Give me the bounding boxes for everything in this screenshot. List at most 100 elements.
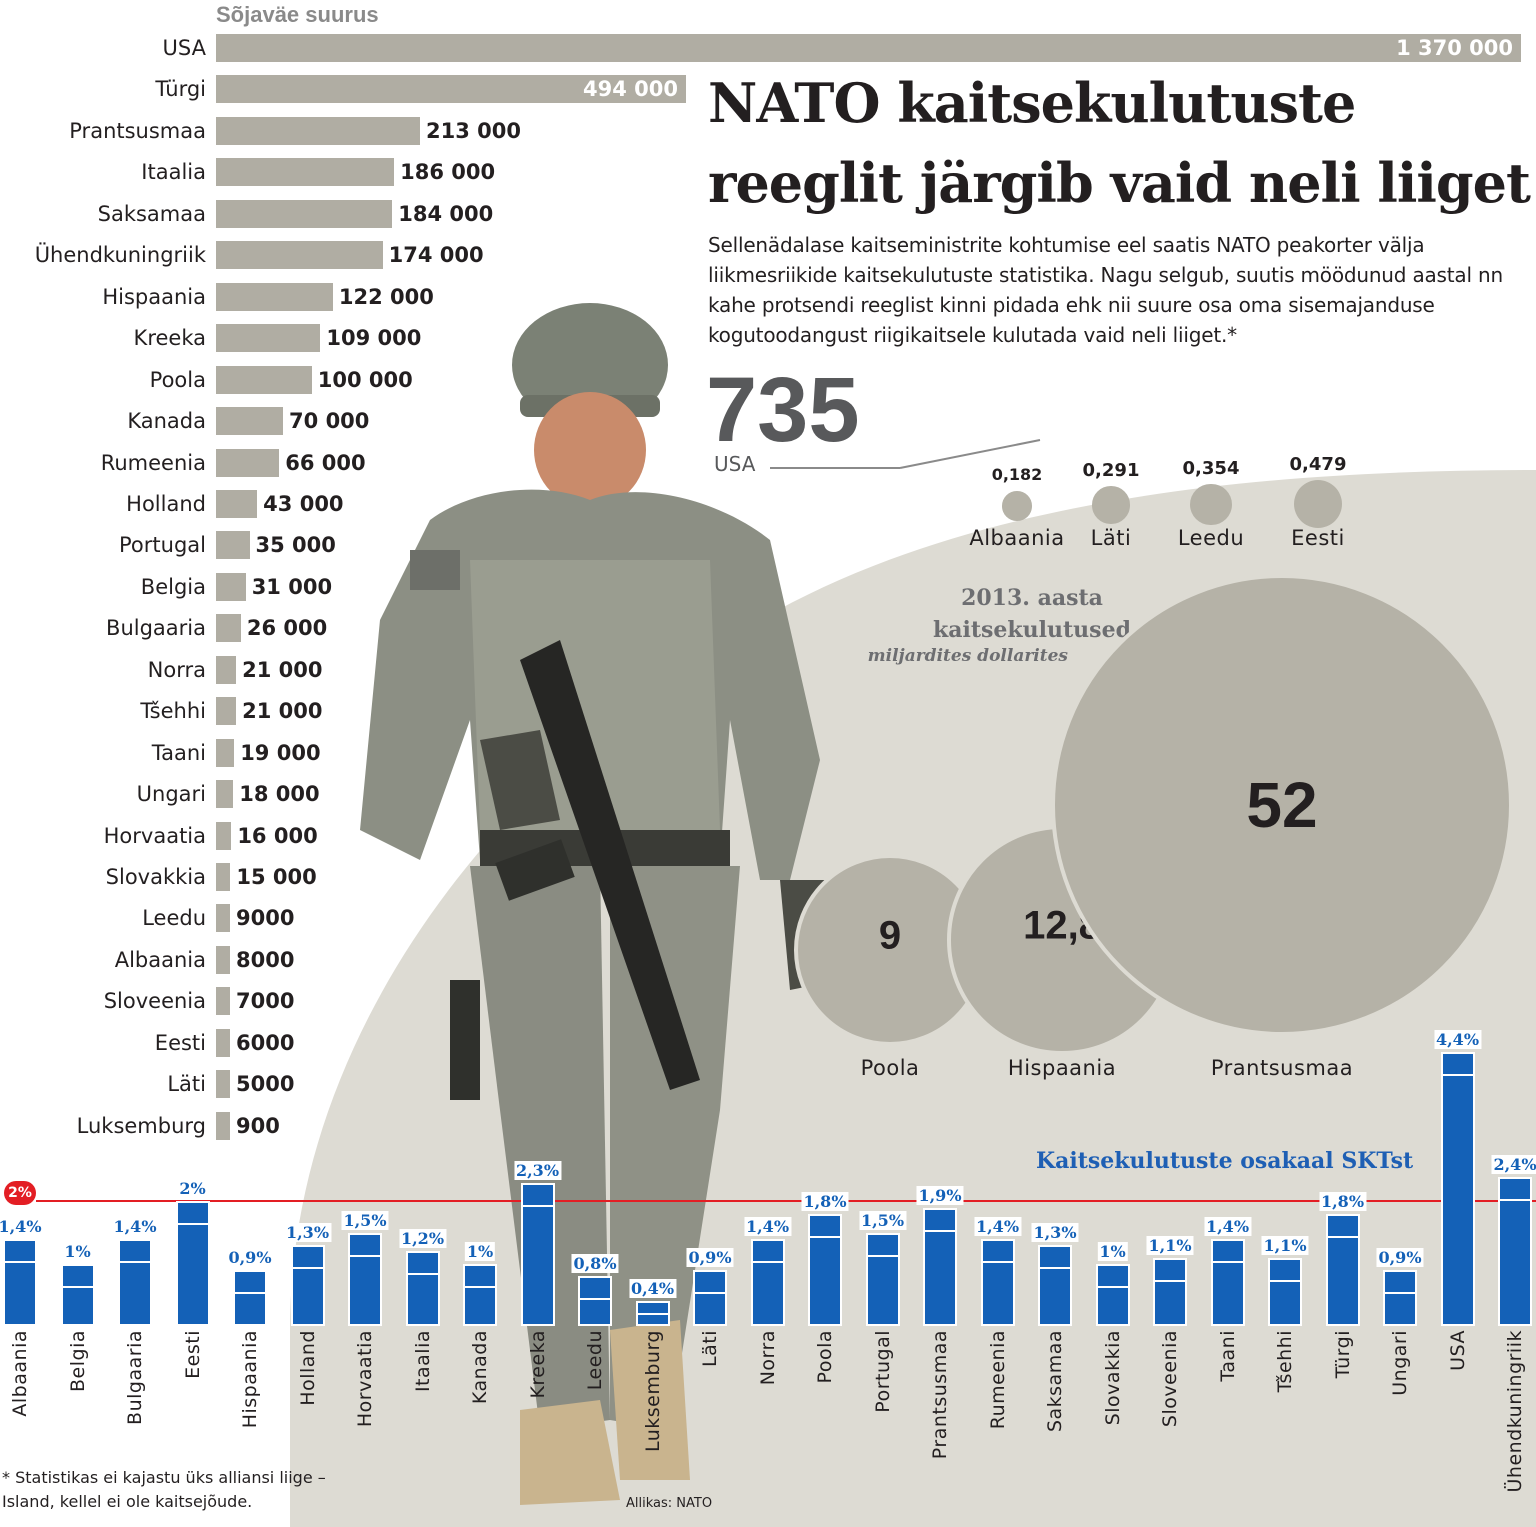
gdp-bar-value: 1,5% xyxy=(341,1210,389,1230)
army-bar xyxy=(216,987,230,1016)
army-country-label: Läti xyxy=(167,1072,206,1097)
gdp-bar-value: 1,1% xyxy=(1146,1235,1194,1255)
gdp-country-label: Kreeka xyxy=(526,1330,549,1399)
army-bar xyxy=(216,945,230,974)
gdp-bar-divider xyxy=(1040,1267,1070,1270)
army-bar-value: 21 000 xyxy=(242,699,323,724)
gdp-bar-divider xyxy=(235,1291,265,1294)
gdp-bar xyxy=(1383,1269,1417,1326)
army-country-label: Leedu xyxy=(142,906,206,931)
army-country-label: Bulgaaria xyxy=(106,616,206,641)
small-spending-value: 0,479 xyxy=(1289,454,1347,475)
spending-bubble xyxy=(1051,574,1513,1036)
gdp-bar-value: 1,8% xyxy=(801,1191,849,1211)
gdp-bar-value: 0,9% xyxy=(226,1247,274,1267)
army-bar-value: 213 000 xyxy=(426,118,521,143)
gdp-bar xyxy=(865,1232,900,1326)
small-spending-value: 0,354 xyxy=(1182,458,1240,480)
gdp-country-label: Bulgaaria xyxy=(124,1330,146,1425)
gdp-bar-value: 1,4% xyxy=(111,1216,159,1236)
army-country-label: Kanada xyxy=(127,409,206,434)
army-country-label: Slovakkia xyxy=(105,865,206,889)
gdp-country-label: Ungari xyxy=(1389,1330,1411,1396)
spending-chart-title: 2013. aasta kaitsekulutused xyxy=(933,585,1131,643)
army-bar xyxy=(216,1070,230,1099)
gdp-bar-divider xyxy=(637,1313,668,1316)
headline-line-1: NATO kaitsekulutuste xyxy=(708,71,1356,135)
army-country-label: Ungari xyxy=(136,782,206,807)
army-bar xyxy=(216,655,237,684)
gdp-bar-value: 1,3% xyxy=(1031,1223,1079,1243)
army-bar-value: 900 xyxy=(236,1113,280,1138)
army-country-label: Portugal xyxy=(119,533,206,558)
gdp-country-label: Rumeenia xyxy=(986,1330,1009,1430)
gdp-country-label: Eesti xyxy=(181,1330,204,1379)
gdp-bar-value: 2,3% xyxy=(513,1160,562,1180)
gdp-bar xyxy=(233,1269,267,1326)
gdp-bar xyxy=(405,1251,440,1326)
gdp-bar-divider xyxy=(62,1285,93,1288)
army-bar-value: 35 000 xyxy=(255,533,336,558)
gdp-bar xyxy=(808,1213,842,1326)
gdp-bar xyxy=(1268,1257,1302,1326)
army-bar xyxy=(216,738,235,767)
army-bar-value: 70 000 xyxy=(289,409,370,434)
gdp-bar xyxy=(750,1238,785,1326)
gdp-country-label: Tšehhi xyxy=(1274,1330,1296,1393)
gdp-country-label: Portugal xyxy=(871,1330,894,1413)
gdp-country-label: Saksamaa xyxy=(1044,1330,1066,1433)
gdp-country-label: Prantsusmaa xyxy=(929,1330,951,1460)
army-bar-value: 15 000 xyxy=(236,865,317,889)
usa-spending-value: 735 xyxy=(706,359,860,461)
army-bar xyxy=(216,821,232,850)
gdp-bar-value: 0,9% xyxy=(1376,1247,1424,1267)
gdp-country-label: Albaania xyxy=(9,1330,31,1417)
gdp-country-label: Ühendkuningriik xyxy=(1504,1330,1526,1493)
army-country-label: Kreeka xyxy=(133,326,206,351)
army-bar xyxy=(216,241,383,270)
army-bar xyxy=(216,324,321,353)
gdp-bar-divider xyxy=(982,1260,1013,1263)
army-bar-value: 19 000 xyxy=(240,740,321,765)
army-bar xyxy=(216,199,393,228)
small-spending-label: Albaania xyxy=(969,526,1065,550)
gdp-bar xyxy=(1325,1213,1360,1326)
army-bar xyxy=(216,365,312,394)
gdp-bar-divider xyxy=(120,1260,150,1263)
army-country-label: Belgia xyxy=(140,574,206,599)
army-bar xyxy=(216,1028,230,1057)
army-country-label: Rumeenia xyxy=(100,450,206,475)
gdp-bar-divider xyxy=(177,1223,208,1226)
footnote: * Statistikas ei kajastu üks alliansi li… xyxy=(2,1468,326,1511)
gdp-bar xyxy=(980,1238,1015,1326)
gdp-bar-divider xyxy=(867,1254,898,1257)
gdp-country-label: Sloveenia xyxy=(1159,1330,1181,1428)
gdp-bar-divider xyxy=(5,1260,35,1263)
gdp-country-label: USA xyxy=(1446,1330,1469,1371)
threshold-badge: 2% xyxy=(4,1181,36,1205)
spending-bubble-label: Poola xyxy=(860,1056,920,1080)
army-bar xyxy=(216,614,241,643)
gdp-bar-value: 1,4% xyxy=(1203,1216,1252,1236)
gdp-bar xyxy=(693,1269,727,1326)
gdp-bar xyxy=(578,1276,612,1326)
gdp-bar-divider xyxy=(925,1229,955,1232)
army-country-label: Hispaania xyxy=(102,284,206,309)
gdp-bar-divider xyxy=(350,1254,380,1257)
army-country-label: Itaalia xyxy=(141,160,206,185)
army-bar-value: 31 000 xyxy=(251,574,333,599)
small-spending-bubble xyxy=(1190,484,1232,526)
army-bar-value: 8000 xyxy=(236,947,295,972)
army-country-label: Ühendkuningriik xyxy=(34,243,206,268)
army-country-label: Luksemburg xyxy=(76,1113,206,1138)
gdp-bar xyxy=(60,1263,95,1326)
gdp-bar-divider xyxy=(810,1235,840,1238)
army-bar xyxy=(216,282,333,311)
gdp-bar-value: 0,8% xyxy=(571,1254,619,1274)
gdp-bar xyxy=(175,1201,210,1326)
army-bar xyxy=(216,158,395,187)
army-bar-value: 494 000 xyxy=(583,77,678,102)
army-country-label: USA xyxy=(162,36,206,60)
gdp-country-label: Läti xyxy=(699,1330,721,1367)
gdp-country-label: Slovakkia xyxy=(1101,1330,1124,1426)
